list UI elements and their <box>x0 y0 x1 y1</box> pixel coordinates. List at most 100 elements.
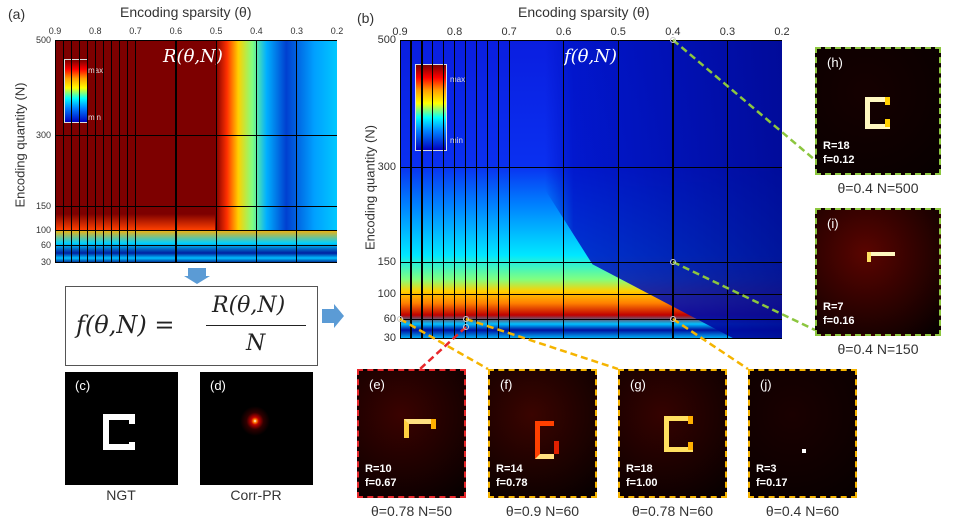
x-tick-label: 0.3 <box>290 26 303 36</box>
x-tick-label: 0.8 <box>446 26 463 38</box>
y-tick-label: 60 <box>383 313 396 325</box>
y-tick-label: 30 <box>383 332 396 344</box>
y-tick-label: 150 <box>377 256 396 268</box>
thumbnail-label: (e) <box>369 377 385 392</box>
grid-line-y <box>400 166 782 168</box>
reconstruction-thumbnail: (e) R=10 f=0.67 <box>357 369 466 498</box>
x-tick-label: 0.7 <box>501 26 517 38</box>
heatmap-r: max min R(θ,N) <box>55 40 337 263</box>
heatmap-f: max min f(θ,N) <box>400 40 782 339</box>
x-tick-label: 0.2 <box>330 26 344 36</box>
grid-line-x <box>672 40 674 339</box>
thumbnail-caption: θ=0.78 N=60 <box>632 503 713 519</box>
y-tick-label: 500 <box>35 35 51 45</box>
x-tick-label: 0.4 <box>250 26 263 36</box>
grid-line-x <box>400 40 401 339</box>
f-value: f=0.12 <box>823 154 855 166</box>
y-tick-label: 30 <box>40 257 51 267</box>
formula-box: f(θ,N) = R(θ,N) N <box>65 286 318 366</box>
colorbar-b-max: max <box>450 75 466 84</box>
grid-line-x <box>86 40 88 263</box>
grid-line-y <box>55 205 337 207</box>
r-value: R=7 <box>823 301 844 313</box>
grid-line-y <box>55 40 337 41</box>
ngt-image: (c) <box>65 372 178 485</box>
grid-line-x <box>421 40 423 339</box>
panel-a-y-title: Encoding quantity (N) <box>12 82 28 208</box>
grid-line-x <box>486 40 488 339</box>
x-tick-label: 0.9 <box>48 26 62 36</box>
ngt-caption: NGT <box>106 487 136 503</box>
grid-line-y <box>55 261 337 263</box>
y-tick-label: 300 <box>35 130 51 140</box>
corr-pr-caption: Corr-PR <box>230 487 282 503</box>
formula-lhs: f(θ,N) = <box>76 311 175 339</box>
reconstruction-thumbnail: (f) R=14 f=0.78 <box>488 369 597 498</box>
right-arrow-icon <box>322 309 334 323</box>
thumbnail-label: (f) <box>500 377 513 392</box>
panel-c-label: (c) <box>75 378 91 393</box>
grid-line-x <box>617 40 619 339</box>
grid-line-x <box>118 40 121 263</box>
grid-line-x <box>296 40 298 263</box>
r-value: R=18 <box>626 463 653 475</box>
grid-line-x <box>175 40 177 263</box>
x-tick-label: 0.8 <box>89 26 102 36</box>
grid-line-x <box>78 40 80 263</box>
thumbnail-caption: θ=0.9 N=60 <box>505 503 580 519</box>
peak-spot <box>240 406 270 436</box>
colorbar-a-min: min <box>88 113 101 122</box>
x-tick-label: 0.6 <box>556 26 572 38</box>
grid-line-y <box>55 134 337 136</box>
grid-line-y <box>400 40 782 41</box>
r-value: R=3 <box>756 463 777 475</box>
x-tick-label: 0.5 <box>610 26 626 38</box>
thumbnail-metrics: R=3 f=0.17 <box>756 462 788 490</box>
thumbnail-caption: θ=0.78 N=50 <box>371 503 452 519</box>
reconstruction-thumbnail: (j) R=3 f=0.17 <box>748 369 857 498</box>
x-tick-label: 0.7 <box>129 26 142 36</box>
f-value: f=0.67 <box>365 477 397 489</box>
grid-line-x <box>726 40 729 339</box>
x-tick-label: 0.6 <box>169 26 183 36</box>
colorbar-b <box>415 64 447 151</box>
panel-a-x-title: Encoding sparsity (θ) <box>120 4 252 20</box>
reconstruction-thumbnail: (g) R=18 f=1.00 <box>618 369 727 498</box>
thumbnail-label: (i) <box>827 216 839 231</box>
grid-line-x <box>475 40 478 339</box>
grid-line-x <box>70 40 72 263</box>
grid-line-x <box>94 40 96 263</box>
thumbnail-metrics: R=18 f=0.12 <box>823 139 855 167</box>
thumbnail-caption: θ=0.4 N=60 <box>765 503 840 519</box>
grid-line-x <box>127 40 129 263</box>
formula-numerator: R(θ,N) <box>212 293 286 318</box>
grid-line-y <box>400 318 782 320</box>
r-value: R=14 <box>496 463 523 475</box>
f-value: f=0.17 <box>756 477 788 489</box>
grid-line-x <box>508 40 510 339</box>
grid-line-y <box>400 261 782 263</box>
y-tick-label: 100 <box>35 225 51 235</box>
y-tick-label: 60 <box>40 240 51 250</box>
reconstruction-thumbnail: (h) R=18 f=0.12 <box>815 47 941 175</box>
grid-line-x <box>62 40 64 263</box>
grid-line-x <box>781 40 782 339</box>
grid-line-x <box>336 40 337 263</box>
thumbnail-metrics: R=18 f=1.00 <box>626 462 658 490</box>
x-tick-label: 0.9 <box>392 26 408 38</box>
x-tick-label: 0.3 <box>719 26 736 38</box>
r-value: R=18 <box>823 140 850 152</box>
thumbnail-label: (g) <box>630 377 646 392</box>
y-tick-label: 150 <box>35 201 51 211</box>
thumbnail-metrics: R=14 f=0.78 <box>496 462 528 490</box>
grid-line-y <box>55 244 337 246</box>
x-tick-label: 0.2 <box>774 26 790 38</box>
f-value: f=0.78 <box>496 477 528 489</box>
grid-line-x <box>215 40 217 263</box>
grid-line-x <box>55 40 56 263</box>
grid-line-y <box>400 293 782 295</box>
colorbar-a <box>64 59 88 123</box>
grid-line-y <box>55 229 337 231</box>
grid-line-x <box>102 40 105 263</box>
right-arrow-head-icon <box>334 304 344 328</box>
